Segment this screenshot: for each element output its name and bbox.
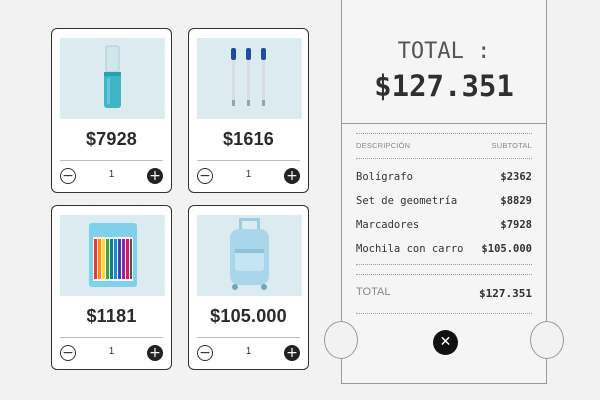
line-item-name: Mochila con carro: [356, 243, 464, 255]
backpack-icon: [230, 218, 269, 290]
product-price: $1181: [86, 306, 137, 326]
line-item-name: Bolígrafo: [356, 171, 413, 183]
quantity-stepper: − 1 +: [60, 345, 163, 363]
receipt-panel: TOTAL : $127.351 DESCRIPCIÓN SUBTOTAL Bo…: [324, 0, 564, 384]
product-card-markers[interactable]: $1181 − 1 +: [51, 205, 172, 370]
line-item-subtotal: $105.000: [481, 243, 532, 255]
glue-stick-icon: [104, 45, 121, 108]
close-icon[interactable]: ✕: [433, 330, 458, 355]
quantity-value: 1: [245, 346, 252, 357]
pens-icon: [231, 48, 266, 106]
product-card-pens[interactable]: $1616 − 1 +: [188, 28, 309, 193]
quantity-stepper: − 1 +: [197, 168, 300, 186]
dotted-divider: [356, 313, 532, 314]
markers-image: [60, 215, 165, 296]
sum-value: $127.351: [479, 287, 532, 300]
line-item-subtotal: $8829: [500, 195, 532, 207]
dotted-divider: [356, 133, 532, 134]
plus-icon[interactable]: +: [147, 345, 163, 361]
quantity-value: 1: [108, 346, 115, 357]
receipt-notch-left: [324, 321, 358, 359]
column-subtotal: SUBTOTAL: [491, 141, 532, 150]
line-item-subtotal: $7928: [500, 219, 532, 231]
dotted-divider: [356, 158, 532, 159]
receipt-header: TOTAL : $127.351: [342, 0, 546, 124]
minus-icon[interactable]: −: [60, 168, 76, 184]
minus-icon[interactable]: −: [197, 345, 213, 361]
line-item-subtotal: $2362: [500, 171, 532, 183]
quantity-stepper: − 1 +: [60, 168, 163, 186]
markers-icon: [89, 223, 137, 287]
plus-icon[interactable]: +: [147, 168, 163, 184]
receipt-notch-right: [530, 321, 564, 359]
dotted-divider: [356, 274, 532, 275]
plus-icon[interactable]: +: [284, 345, 300, 361]
line-item-name: Set de geometría: [356, 195, 458, 207]
sum-label: TOTAL: [356, 286, 391, 298]
product-price: $7928: [85, 129, 138, 149]
divider: [197, 337, 300, 338]
divider: [60, 337, 163, 338]
product-card-glue[interactable]: $7928 − 1 +: [51, 28, 172, 193]
quantity-stepper: − 1 +: [197, 345, 300, 363]
dotted-divider: [356, 264, 532, 265]
quantity-value: 1: [108, 169, 115, 180]
line-item-name: Marcadores: [356, 219, 420, 231]
product-price: $105.000: [210, 306, 287, 326]
product-price: $1616: [222, 129, 275, 149]
divider: [197, 160, 300, 161]
product-card-backpack[interactable]: $105.000 − 1 +: [188, 205, 309, 370]
divider: [60, 160, 163, 161]
total-amount: $127.351: [374, 69, 514, 103]
pens-image: [197, 38, 302, 119]
column-description: DESCRIPCIÓN: [356, 141, 411, 150]
plus-icon[interactable]: +: [284, 168, 300, 184]
minus-icon[interactable]: −: [60, 345, 76, 361]
minus-icon[interactable]: −: [197, 168, 213, 184]
glue-stick-image: [60, 38, 165, 119]
total-title: TOTAL :: [397, 39, 491, 64]
backpack-image: [197, 215, 302, 296]
quantity-value: 1: [245, 169, 252, 180]
